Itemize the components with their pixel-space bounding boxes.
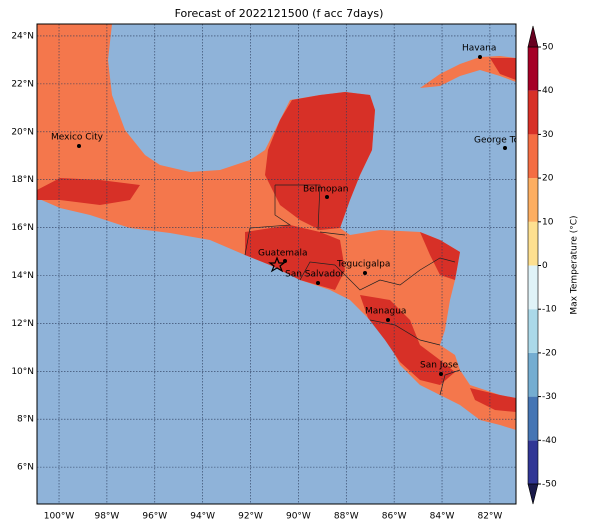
colorbar-tick-label: -20 xyxy=(542,348,557,358)
hot-honduras xyxy=(420,232,460,280)
hot-panama xyxy=(470,388,516,412)
city-label: Guatemala xyxy=(258,249,308,259)
colorbar-segment xyxy=(528,352,538,397)
colorbar-tick-label: 30 xyxy=(542,130,554,140)
city-marker xyxy=(386,318,390,322)
capital-star xyxy=(268,256,286,273)
city-label: Managua xyxy=(365,307,406,317)
city-label: Tegucigalpa xyxy=(336,260,390,270)
colorbar-tick-label: 0 xyxy=(542,261,548,271)
city-label: San Jose xyxy=(420,361,459,371)
x-tick-label: 100°W xyxy=(44,512,75,522)
y-tick-label: 16°N xyxy=(11,223,34,233)
x-tick-label: 94°W xyxy=(190,512,215,522)
map-area: Mexico City Havana George Town Belmopan Guat… xyxy=(37,24,532,504)
hot-guatemala xyxy=(245,225,345,290)
colorbar-segment xyxy=(528,440,538,484)
colorbar-tick-label: 50 xyxy=(542,43,554,53)
x-tick-label: 82°W xyxy=(477,512,502,522)
y-tick-label: 14°N xyxy=(11,271,34,281)
y-tick-label: 12°N xyxy=(11,319,34,329)
city-label: Havana xyxy=(462,44,496,54)
city-marker xyxy=(503,146,507,150)
city-label: Mexico City xyxy=(51,133,104,143)
city-label: San Salvador xyxy=(285,270,345,280)
y-tick-label: 6°N xyxy=(17,463,34,473)
colorbar-segment xyxy=(528,134,538,179)
colorbar-segment xyxy=(528,396,538,441)
colorbar-tick-label: -50 xyxy=(542,480,557,490)
cities: Mexico City Havana George Town Belmopan Guat… xyxy=(51,44,532,376)
x-tick-label: 90°W xyxy=(286,512,311,522)
y-tick-label: 20°N xyxy=(11,127,34,137)
axes: 100°W 98°W 96°W 94°W 92°W 90°W 88°W 86°W 84°W 82°… xyxy=(11,31,502,521)
hot-cuba xyxy=(490,58,516,80)
colorbar-extend-bottom xyxy=(527,483,539,505)
x-tick-label: 86°W xyxy=(382,512,407,522)
x-tick-label: 96°W xyxy=(142,512,167,522)
y-tick-label: 8°N xyxy=(17,415,34,425)
colorbar-segment xyxy=(528,90,538,135)
colorbar-tick-label: -30 xyxy=(542,392,557,402)
city-marker xyxy=(363,271,367,275)
x-tick-label: 88°W xyxy=(334,512,359,522)
city-label: George Town xyxy=(474,136,532,146)
hot-yucatan xyxy=(265,92,375,230)
x-tick-label: 98°W xyxy=(94,512,119,522)
y-tick-label: 22°N xyxy=(11,79,34,89)
city-marker xyxy=(283,259,287,263)
colorbar-tick-label: 20 xyxy=(542,174,554,184)
y-tick-label: 10°N xyxy=(11,367,34,377)
colorbar-tick-label: 40 xyxy=(542,86,554,96)
y-tick-label: 18°N xyxy=(11,175,34,185)
colorbar-segment xyxy=(528,178,538,222)
colorbar-tick-label: 10 xyxy=(542,217,554,227)
land-cuba xyxy=(420,56,516,88)
x-tick-label: 92°W xyxy=(238,512,263,522)
city-marker xyxy=(325,195,329,199)
x-tick-label: 84°W xyxy=(430,512,455,522)
hot-costa xyxy=(37,178,140,205)
colorbar-segment xyxy=(528,309,538,353)
colorbar-segment xyxy=(528,47,538,91)
city-label: Belmopan xyxy=(303,185,348,195)
colorbar-segment xyxy=(528,265,538,310)
colorbar-extend-top xyxy=(527,25,539,48)
map-frame xyxy=(36,23,517,505)
city-marker xyxy=(439,372,443,376)
colorbar-segment xyxy=(528,221,538,266)
y-tick-label: 24°N xyxy=(11,31,34,41)
grid xyxy=(37,24,516,504)
colorbar-tick-label: -10 xyxy=(542,305,557,315)
city-marker xyxy=(478,55,482,59)
city-marker xyxy=(316,281,320,285)
title: Forecast of 2022121500 (f acc 7days) xyxy=(175,7,384,20)
colorbar-label: Max Temperature (°C) xyxy=(570,215,580,314)
colorbar: -50 -40 -30 -20 -10 0 10 20 30 40 50 xyxy=(527,25,557,505)
city-marker xyxy=(77,144,81,148)
hot-nicaragua xyxy=(360,295,455,385)
country-borders xyxy=(244,184,461,396)
colorbar-tick-label: -40 xyxy=(542,436,557,446)
